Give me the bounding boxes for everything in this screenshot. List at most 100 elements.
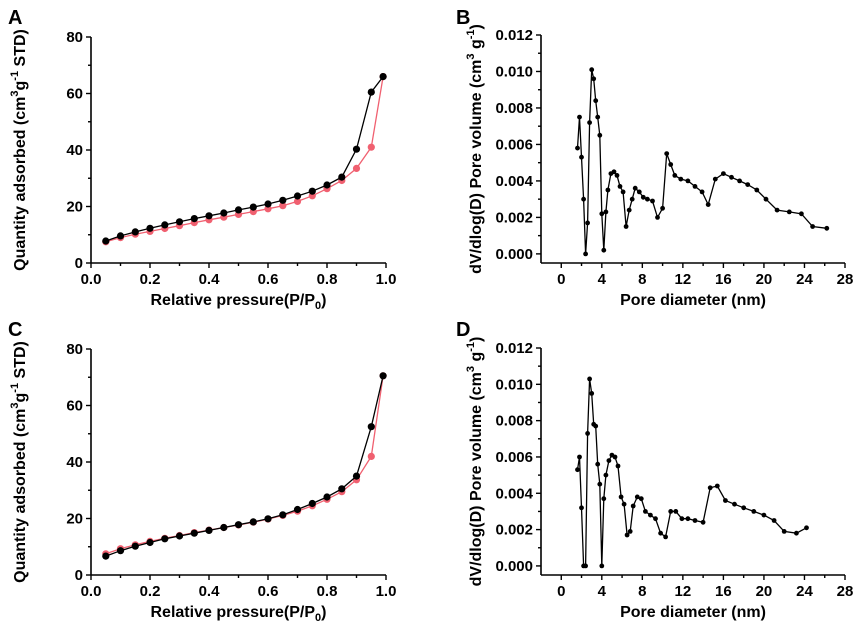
y-tick-label: 0.000 (495, 246, 533, 263)
data-point (279, 196, 287, 204)
data-point (352, 145, 361, 153)
data-point (745, 182, 751, 188)
data-point (175, 532, 184, 540)
x-axis-title: Relative pressure(P/P0) (151, 292, 327, 312)
y-tick-label: 60 (66, 398, 83, 415)
data-point (732, 501, 737, 507)
y-tick-label: 20 (66, 511, 83, 528)
data-point (579, 505, 584, 511)
y-tick-label: 0 (75, 567, 83, 584)
data-point (601, 496, 607, 502)
data-point (367, 143, 375, 151)
data-point (679, 516, 685, 522)
series-adsorption (102, 372, 387, 558)
x-tick-label: 0.6 (258, 583, 279, 600)
x-tick-label: 0.2 (140, 583, 161, 600)
data-point (771, 518, 777, 523)
x-axis-title: Pore diameter (nm) (620, 604, 766, 621)
y-tick-label: 0.008 (495, 413, 533, 430)
series-adsorption (102, 73, 387, 246)
data-point (323, 181, 331, 189)
data-point (264, 200, 272, 208)
panel-label: B (456, 7, 470, 29)
y-tick-label: 20 (66, 199, 83, 216)
data-point (618, 494, 624, 500)
data-point (583, 563, 588, 569)
x-tick-label: 0.6 (258, 271, 279, 288)
data-point (589, 391, 595, 396)
data-point (601, 247, 607, 253)
data-point (630, 503, 636, 509)
data-point (620, 189, 626, 195)
data-point (205, 526, 213, 535)
data-point (264, 515, 272, 523)
data-point (293, 505, 302, 514)
data-point (648, 512, 653, 518)
data-point (190, 529, 198, 537)
data-point (146, 224, 154, 232)
x-tick-label: 1.0 (376, 583, 397, 600)
data-point (131, 542, 139, 550)
data-point (692, 518, 698, 523)
data-point (804, 525, 809, 531)
data-point (729, 174, 734, 180)
y-tick-label: 0.010 (495, 63, 533, 80)
data-point (611, 169, 617, 175)
data-point (575, 467, 580, 473)
x-tick-label: 0.4 (199, 583, 221, 600)
data-point (593, 98, 599, 104)
x-axis-title: Relative pressure(P/P0) (151, 604, 327, 624)
data-point (116, 232, 125, 240)
data-point (323, 493, 331, 501)
series-line (576, 69, 827, 254)
y-axis-title: Quantity adsorbed (cm3g-1 STD) (9, 29, 29, 271)
data-point (621, 501, 627, 507)
data-point (599, 563, 605, 569)
panel-c: C 0.0 0.2 0.4 0.6 0.8 1.0 0 20 40 60 80 Relative pre… (8, 319, 396, 624)
y-tick-label: 60 (66, 86, 83, 103)
data-point (161, 535, 169, 543)
series-desorption (102, 372, 387, 560)
x-tick-label: 20 (756, 271, 773, 288)
data-point (824, 225, 830, 231)
data-point (781, 529, 787, 534)
data-point (308, 187, 316, 195)
series-line (105, 76, 384, 242)
series-line (105, 76, 384, 243)
data-point (741, 505, 747, 511)
x-tick-label: 12 (675, 271, 692, 288)
series-pore-size-distribution (575, 67, 830, 257)
data-point (650, 198, 655, 204)
series-line (576, 378, 807, 567)
x-tick-label: 0 (557, 271, 565, 288)
data-point (624, 532, 630, 538)
data-point (279, 202, 287, 210)
data-point (627, 529, 633, 534)
data-point (146, 538, 154, 547)
data-point (116, 547, 125, 555)
x-tick-label: 8 (638, 583, 646, 600)
y-axis-title: dV/dlog(D) Pore volume (cm3 g-1) (465, 24, 485, 274)
data-point (672, 173, 678, 178)
series-pore-size-distribution (575, 376, 809, 569)
data-point (581, 196, 586, 202)
y-tick-label: 0.002 (495, 209, 533, 226)
x-tick-label: 1.0 (376, 271, 397, 288)
data-point (591, 76, 597, 82)
data-point (589, 67, 595, 73)
data-point (175, 218, 184, 226)
data-point (595, 461, 601, 467)
data-point (338, 173, 346, 181)
data-point (220, 523, 228, 532)
x-tick-label: 0.0 (81, 271, 102, 288)
data-point (593, 423, 599, 429)
data-point (737, 178, 742, 184)
data-point (673, 509, 679, 514)
data-point (102, 552, 110, 560)
series-desorption (102, 73, 387, 245)
data-point (585, 431, 590, 436)
x-tick-label: 4 (598, 583, 607, 600)
series-line (105, 375, 384, 557)
panel-label: A (8, 7, 22, 29)
x-tick-label: 24 (796, 583, 813, 600)
